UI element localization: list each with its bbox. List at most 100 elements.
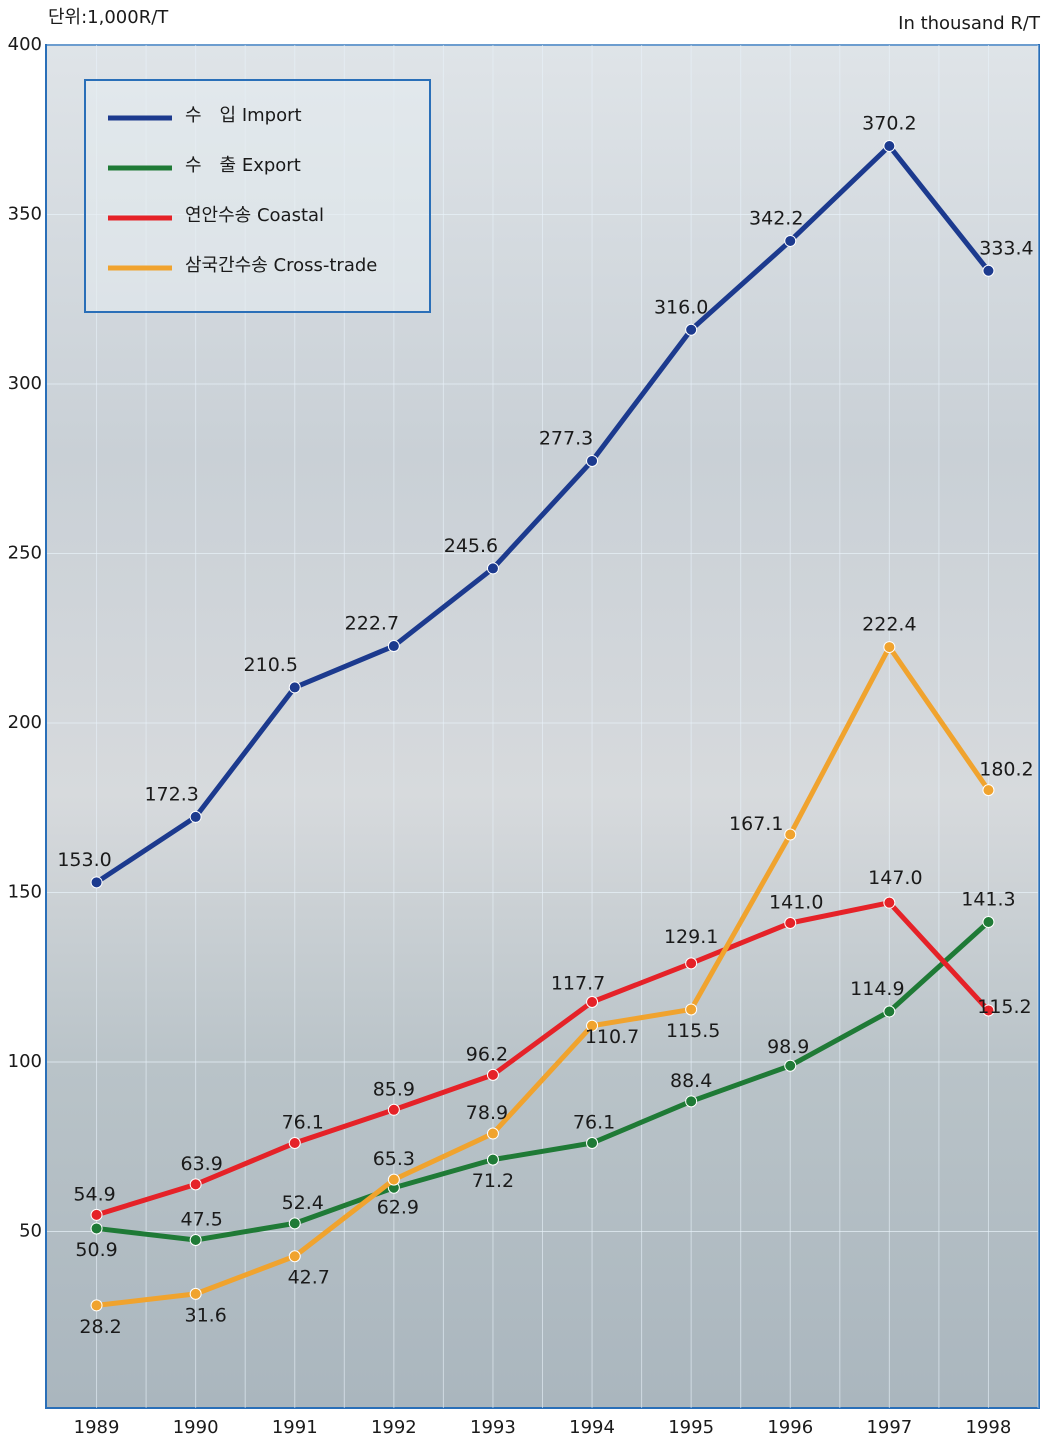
y-tick-label: 350 [8,204,42,225]
data-point [288,1137,301,1150]
data-label: 115.2 [977,996,1031,1018]
data-label: 114.9 [850,978,904,1000]
data-label: 54.9 [73,1183,115,1205]
data-point [982,784,995,797]
data-point [685,1095,698,1108]
data-label: 316.0 [654,296,708,318]
data-point [189,1233,202,1246]
data-point [486,1068,499,1081]
data-label: 172.3 [144,783,198,805]
data-point [586,1137,599,1150]
data-label: 50.9 [75,1239,117,1261]
data-point [288,1217,301,1230]
data-label: 210.5 [244,654,298,676]
data-point [288,681,301,694]
data-label: 277.3 [539,427,593,449]
x-tick-label: 1993 [470,1417,516,1438]
data-label: 63.9 [180,1153,222,1175]
y-tick-label: 200 [8,712,42,733]
data-label: 110.7 [585,1026,639,1048]
x-tick-label: 1989 [74,1417,120,1438]
data-label: 342.2 [749,207,803,229]
data-label: 31.6 [184,1304,226,1326]
data-point [387,1103,400,1116]
data-label: 62.9 [377,1196,419,1218]
data-point [90,876,103,889]
data-label: 153.0 [57,849,111,871]
data-label: 141.3 [961,888,1015,910]
data-point [486,562,499,575]
data-label: 65.3 [373,1148,415,1170]
data-label: 98.9 [767,1036,809,1058]
y-tick-label: 50 [19,1221,42,1242]
y-tick-label: 250 [8,543,42,564]
x-tick-label: 1992 [371,1417,417,1438]
data-point [982,264,995,277]
legend-label: 삼국간수송 Cross-trade [185,255,377,276]
data-label: 222.7 [345,613,399,635]
x-tick-label: 1995 [668,1417,714,1438]
data-point [586,1019,599,1032]
data-point [90,1222,103,1235]
data-label: 76.1 [573,1112,615,1134]
data-point [784,1059,797,1072]
legend-label: 수 출 Export [185,155,301,176]
data-label: 115.5 [666,1020,720,1042]
data-point [189,1178,202,1191]
data-point [189,810,202,823]
data-point [586,995,599,1008]
y-tick-label: 300 [8,373,42,394]
x-tick-label: 1998 [966,1417,1012,1438]
data-point [586,454,599,467]
legend-label: 연안수송 Coastal [185,205,324,226]
data-point [288,1250,301,1263]
data-label: 76.1 [282,1112,324,1134]
data-label: 167.1 [729,813,783,835]
data-label: 370.2 [862,113,916,135]
data-label: 47.5 [180,1208,222,1230]
data-point [90,1299,103,1312]
data-point [883,140,896,153]
series-line [96,644,991,1308]
data-point [982,915,995,928]
data-point [387,1173,400,1186]
data-point [883,641,896,654]
x-tick-label: 1994 [569,1417,615,1438]
data-label: 141.0 [769,892,823,914]
data-point [784,234,797,247]
data-point [685,1003,698,1016]
x-tick-label: 1990 [173,1417,219,1438]
data-point [883,1005,896,1018]
legend-label: 수 입 Import [185,105,302,126]
y-tick-label: 400 [8,34,42,55]
data-label: 222.4 [862,614,916,636]
series-line [96,920,991,1243]
data-label: 52.4 [282,1192,324,1214]
data-label: 42.7 [288,1267,330,1289]
data-label: 71.2 [472,1170,514,1192]
data-point [387,640,400,653]
data-point [486,1153,499,1166]
data-label: 129.1 [664,926,718,948]
data-label: 147.0 [868,867,922,889]
x-tick-label: 1991 [272,1417,318,1438]
unit-label-en: In thousand R/T [898,13,1041,34]
unit-label: 단위:1,000R/T [48,7,169,28]
data-point [685,957,698,970]
data-label: 78.9 [466,1102,508,1124]
data-label: 180.2 [979,759,1033,781]
data-label: 245.6 [444,535,498,557]
data-point [982,1004,995,1017]
data-point [189,1287,202,1300]
series-line [95,143,991,885]
data-point [784,828,797,841]
data-label: 117.7 [551,972,605,994]
x-tick-label: 1997 [866,1417,912,1438]
data-point [784,917,797,930]
data-label: 85.9 [373,1078,415,1100]
x-tick-label: 1996 [767,1417,813,1438]
data-label: 28.2 [79,1316,121,1338]
y-tick-label: 100 [8,1051,42,1072]
data-point [883,896,896,909]
